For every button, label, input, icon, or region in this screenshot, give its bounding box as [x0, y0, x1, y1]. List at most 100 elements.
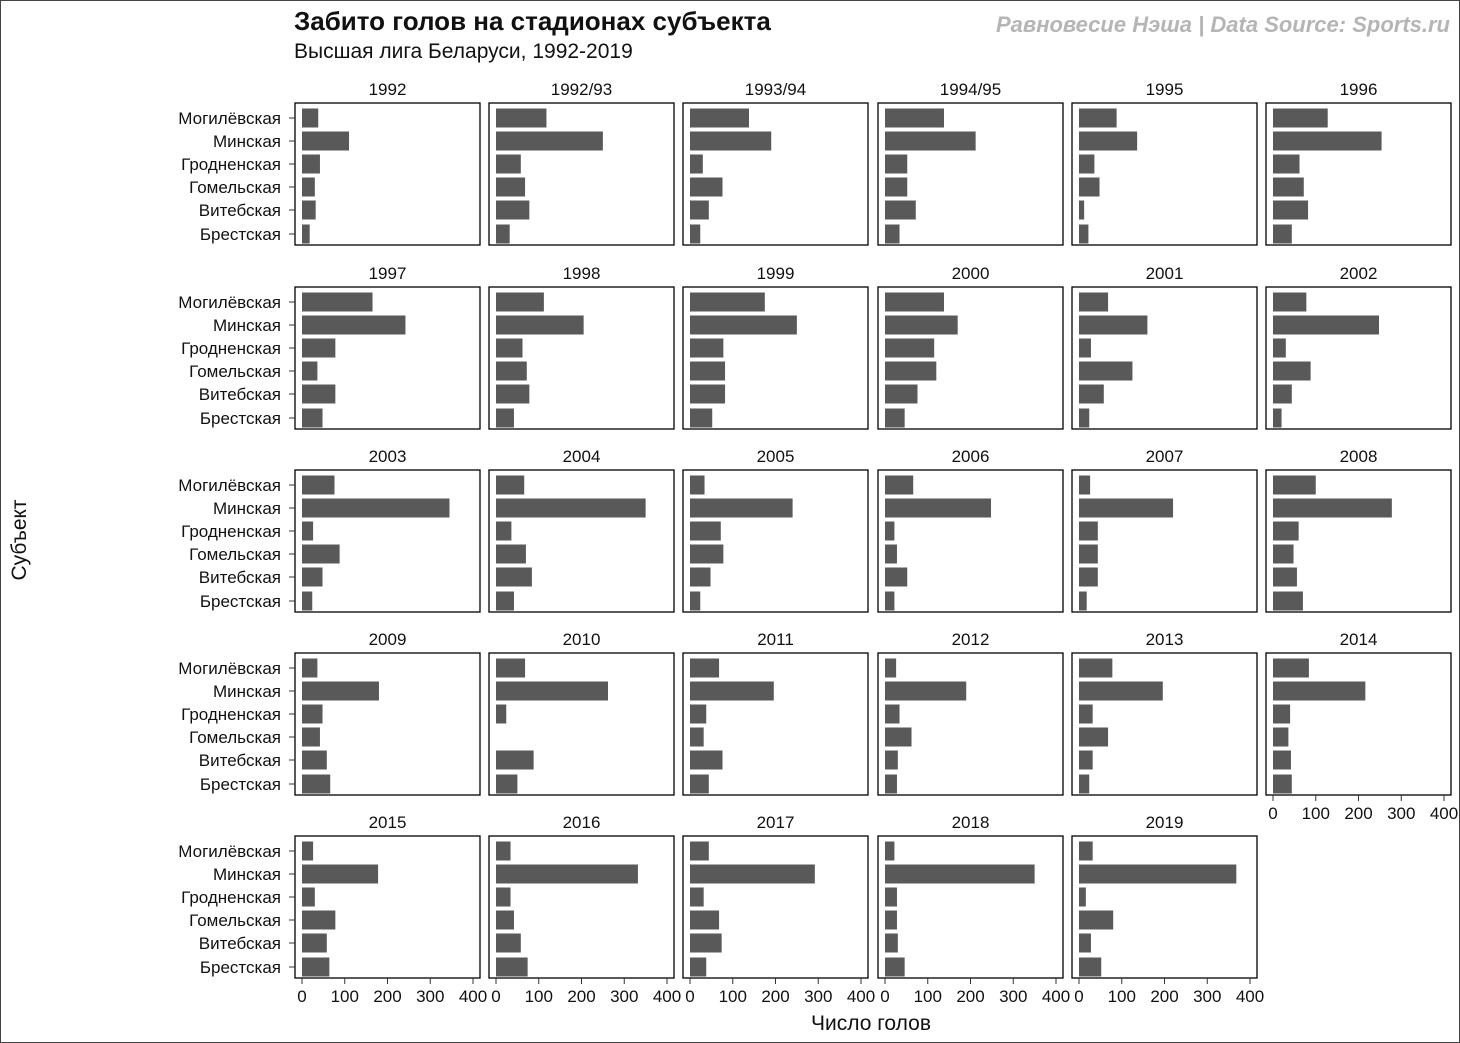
facet-label: 2007 — [1146, 447, 1184, 466]
facet-panel: 2005 — [682, 447, 869, 613]
bar — [1079, 933, 1091, 953]
bar — [302, 544, 340, 564]
bar — [690, 864, 815, 884]
bar — [496, 384, 530, 404]
bar — [1079, 750, 1093, 770]
bar — [690, 224, 701, 244]
bar — [302, 727, 320, 747]
y-tick-label: Брестская — [200, 225, 281, 244]
facet-label: 1992 — [369, 80, 407, 99]
bar — [690, 933, 722, 953]
bar — [885, 681, 967, 701]
panel-border — [1071, 835, 1258, 979]
bar — [1273, 361, 1311, 381]
bar — [1079, 154, 1095, 174]
bar — [885, 292, 944, 312]
chart-title: Забито голов на стадионах субъекта — [294, 6, 771, 36]
bar — [690, 154, 703, 174]
facet-panel: 1994/95 — [877, 80, 1064, 246]
panel-border — [1071, 286, 1258, 430]
panel-border — [294, 102, 481, 246]
bar — [1273, 292, 1307, 312]
bar — [496, 774, 518, 794]
bar — [885, 131, 976, 151]
bar — [496, 521, 512, 541]
bar — [1273, 544, 1294, 564]
bar — [1079, 544, 1098, 564]
panel-border — [877, 286, 1064, 430]
panel-border — [877, 652, 1064, 796]
bar — [302, 498, 450, 518]
facet-panel: 2001 — [1071, 264, 1258, 430]
facet-panel: 2015 Могилёвская Минская Гродненская Гомельс… — [178, 813, 487, 1006]
facet-panel: 2008 — [1265, 447, 1452, 613]
y-tick-label: Гродненская — [181, 155, 281, 174]
bar — [885, 591, 895, 611]
bar — [1273, 591, 1303, 611]
x-tick-label: 0 — [685, 987, 694, 1006]
panel-border — [877, 469, 1064, 613]
bar — [1079, 408, 1090, 428]
bar — [885, 108, 944, 128]
facet-label: 2015 — [369, 813, 407, 832]
y-tick-label: Минская — [213, 499, 281, 518]
bar — [690, 384, 726, 404]
facet-label: 2005 — [757, 447, 795, 466]
bar — [302, 910, 336, 930]
bar — [1079, 521, 1098, 541]
facet-panel: 2018 0 100 200 300 400 — [877, 813, 1070, 1006]
bar — [496, 957, 528, 977]
facet-label: 2004 — [563, 447, 601, 466]
bar — [885, 361, 937, 381]
bar — [1079, 338, 1091, 358]
facet-label: 1994/95 — [940, 80, 1001, 99]
bar — [690, 774, 709, 794]
facet-label: 2014 — [1340, 630, 1378, 649]
bar — [302, 567, 323, 587]
bar — [1273, 704, 1291, 724]
bar — [885, 727, 912, 747]
bar — [1273, 200, 1309, 220]
bar — [1273, 408, 1282, 428]
bar — [690, 704, 707, 724]
bar — [1273, 177, 1304, 197]
bar — [1079, 887, 1086, 907]
bar — [885, 910, 897, 930]
facet-label: 2017 — [757, 813, 795, 832]
bar — [1079, 292, 1109, 312]
facet-label: 2019 — [1146, 813, 1184, 832]
panel-border — [488, 652, 675, 796]
bar — [1273, 384, 1292, 404]
bar — [690, 177, 723, 197]
bar — [1273, 154, 1300, 174]
bar — [690, 292, 765, 312]
facet-panel: 2019 0 100 200 300 400 — [1071, 813, 1264, 1006]
bar — [1079, 591, 1087, 611]
panel-border — [877, 835, 1064, 979]
facet-label: 2012 — [952, 630, 990, 649]
bar — [302, 957, 330, 977]
x-tick-label: 300 — [610, 987, 638, 1006]
bar — [302, 408, 323, 428]
bar — [1273, 498, 1392, 518]
panel-border — [1265, 102, 1452, 246]
panel-border — [294, 286, 481, 430]
bar — [885, 841, 895, 861]
facet-panel: 2000 — [877, 264, 1064, 430]
x-tick-label: 200 — [1344, 804, 1372, 823]
bar — [1273, 224, 1292, 244]
bar — [690, 681, 774, 701]
bar — [496, 200, 530, 220]
bar — [496, 408, 514, 428]
x-tick-label: 300 — [1387, 804, 1415, 823]
facet-panel: 2017 0 100 200 300 400 — [682, 813, 875, 1006]
facet-panel: 1998 — [488, 264, 675, 430]
bar — [1079, 361, 1133, 381]
chart-caption: Равновесие Нэша | Data Source: Sports.ru — [996, 12, 1450, 37]
bar — [690, 544, 724, 564]
bar — [1079, 658, 1113, 678]
bar — [690, 521, 721, 541]
bar — [496, 681, 609, 701]
facet-label: 2010 — [563, 630, 601, 649]
